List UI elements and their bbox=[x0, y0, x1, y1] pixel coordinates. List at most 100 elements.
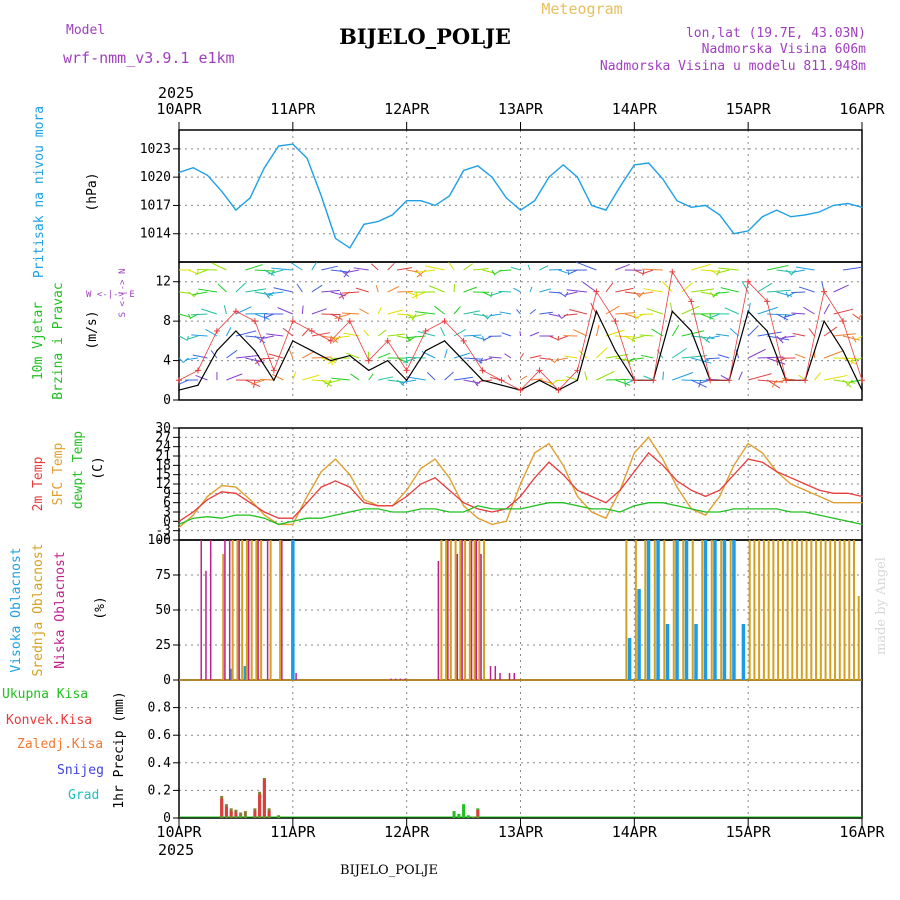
wind-arrow bbox=[529, 308, 537, 315]
pressure-line-point bbox=[406, 200, 408, 202]
dewpt-line-point bbox=[847, 520, 849, 522]
wind-arrow bbox=[377, 329, 387, 337]
cloud-bar-low bbox=[238, 540, 240, 680]
wind-speed-line-point bbox=[330, 359, 332, 362]
wind-arrow bbox=[510, 266, 521, 271]
temp-2m-line-point bbox=[477, 508, 479, 510]
wind-arrow bbox=[273, 287, 293, 293]
cloud-bar-mid bbox=[834, 540, 837, 680]
wind-arrow bbox=[766, 357, 786, 365]
wind-arrow bbox=[185, 357, 199, 361]
precip-bar-convective bbox=[267, 811, 271, 818]
sfc-temp-line-point bbox=[406, 489, 408, 491]
dewpt-line-point bbox=[761, 508, 763, 510]
wind-arrow bbox=[707, 335, 720, 339]
wind-arrow bbox=[605, 354, 629, 359]
wind-arrow bbox=[212, 262, 227, 271]
pressure-line-point bbox=[420, 200, 422, 202]
temp-2m-line-point bbox=[719, 489, 721, 491]
precip-ytick-label: 0.8 bbox=[148, 701, 171, 716]
wind-arrow bbox=[188, 269, 198, 275]
cloud-bar-mid bbox=[483, 540, 486, 680]
wind-arrow bbox=[191, 313, 208, 316]
pressure-line-point bbox=[448, 195, 450, 197]
wind-arrow bbox=[615, 379, 631, 386]
wind-compass-h: W <-|-> E bbox=[86, 290, 135, 300]
wind-speed-line-point bbox=[823, 320, 825, 322]
wind-arrow bbox=[852, 357, 863, 362]
sfc-temp-line-point bbox=[534, 452, 536, 454]
wind-arrow bbox=[359, 308, 369, 315]
cloud-bar-mid bbox=[786, 540, 789, 680]
wind-arrow bbox=[757, 282, 773, 293]
wind-arrow bbox=[632, 335, 644, 340]
dewpt-line-point bbox=[249, 514, 251, 516]
wind-arrow bbox=[411, 313, 417, 321]
wind-arrow bbox=[414, 311, 436, 315]
cloud-bar-mid bbox=[279, 540, 282, 680]
temp-ytick-label: 3 bbox=[163, 505, 171, 520]
temp-ytick-label: -6 bbox=[155, 533, 171, 548]
x-label-bottom: 13APR bbox=[498, 823, 544, 841]
temp-2m-line-point bbox=[534, 477, 536, 479]
cloud-bar-mid bbox=[729, 540, 732, 680]
wind-arrow bbox=[263, 291, 271, 299]
sfc-temp-line-point bbox=[448, 477, 450, 479]
temp-2m-line-point bbox=[605, 502, 607, 504]
cloud-bar-low bbox=[475, 540, 478, 680]
wind-speed-line-point bbox=[425, 350, 427, 352]
wind-arrow bbox=[463, 334, 482, 337]
temp-ytick-label: -3 bbox=[155, 524, 171, 539]
wind-arrow bbox=[717, 354, 730, 359]
wind-arrow bbox=[691, 379, 707, 388]
dewpt-line-point bbox=[818, 514, 820, 516]
wind-arrow bbox=[463, 379, 480, 384]
wind-speed-line-point bbox=[444, 340, 446, 342]
wind-arrow bbox=[488, 356, 502, 359]
wind-arrow bbox=[434, 305, 445, 315]
pressure-line-point bbox=[591, 204, 593, 207]
wind-label-1: 10m Vjetar bbox=[31, 302, 46, 380]
wind-speed-line-point bbox=[500, 384, 503, 386]
wind-arrow bbox=[814, 372, 822, 381]
wind-arrow bbox=[472, 313, 489, 317]
cloud-bar-mid bbox=[464, 540, 467, 680]
cloud-bar-mid bbox=[459, 540, 462, 680]
pressure-line-point bbox=[619, 185, 621, 188]
cloud-bar-mid bbox=[819, 540, 822, 680]
wind-arrow bbox=[520, 353, 524, 359]
wind-arrow bbox=[558, 313, 563, 319]
temp-2m-line-point bbox=[832, 492, 835, 494]
wind-arrow bbox=[406, 313, 415, 320]
cloud-bar-mid bbox=[753, 540, 756, 680]
wind-arrow bbox=[638, 291, 645, 298]
temp-ytick-label: 30 bbox=[155, 421, 171, 436]
wind-arrow bbox=[565, 291, 578, 296]
dewpt-line-point bbox=[832, 517, 835, 519]
wind-arrow bbox=[646, 308, 663, 315]
wind-arrow bbox=[833, 333, 856, 337]
sfc-temp-line-point bbox=[320, 470, 322, 473]
sfc-temp-line-point bbox=[221, 484, 223, 487]
wind-arrow bbox=[261, 335, 274, 340]
cloud-bar-mid bbox=[625, 540, 628, 680]
pressure-line-point bbox=[818, 211, 820, 213]
sfc-temp-line-point bbox=[263, 514, 265, 516]
x-label-top: 12APR bbox=[384, 100, 430, 118]
wind-arrow bbox=[253, 379, 256, 389]
cloud-bar-low bbox=[257, 540, 259, 680]
wind-ytick-label: 4 bbox=[163, 354, 171, 369]
pressure-line-point bbox=[676, 200, 678, 202]
pressure-line-point bbox=[662, 178, 664, 180]
wind-arrow bbox=[642, 269, 654, 275]
wind-arrow bbox=[378, 376, 394, 381]
temp-2m-line-point bbox=[406, 495, 408, 498]
cloud-bar-mid bbox=[701, 540, 704, 680]
cloud-bar-high bbox=[229, 668, 233, 680]
wind-arrow bbox=[178, 357, 184, 363]
cloud-bar-mid bbox=[449, 540, 452, 680]
temp-2m-line-point bbox=[206, 498, 209, 501]
dewpt-line-point bbox=[647, 502, 650, 504]
wind-arrow bbox=[225, 327, 232, 337]
wind-arrow bbox=[444, 371, 454, 381]
